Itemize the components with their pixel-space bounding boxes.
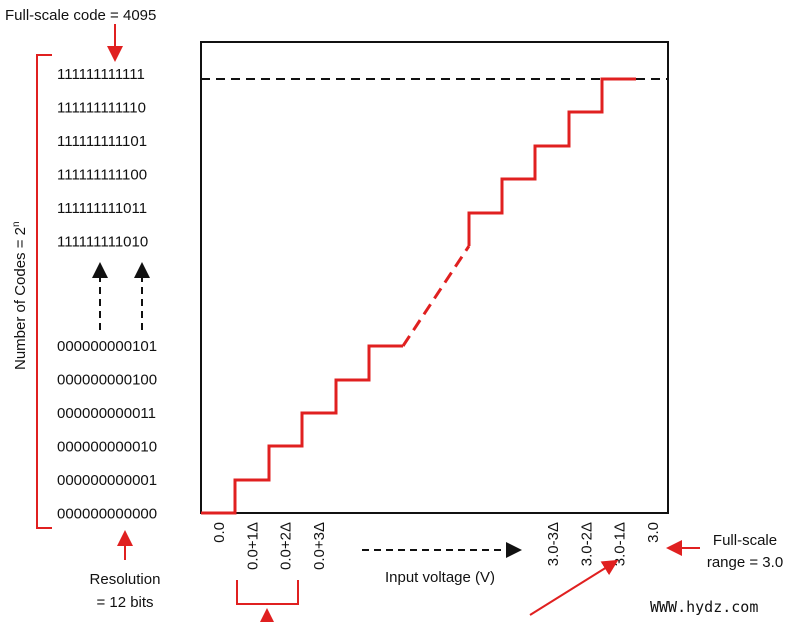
code-label: 111111111100 — [57, 166, 147, 183]
bracket — [236, 580, 299, 605]
code-label: 000000000010 — [57, 438, 157, 455]
title: Full-scale code = 4095 — [5, 7, 156, 24]
x-label: 0.0+1Δ — [244, 522, 261, 570]
range-line2: range = 3.0 — [707, 554, 783, 571]
staircase-gap — [401, 245, 471, 347]
x-axis-label: Input voltage (V) — [385, 569, 495, 586]
bracket — [36, 54, 52, 529]
code-label: 000000000001 — [57, 472, 157, 489]
plot-frame — [200, 41, 669, 514]
arrow — [529, 559, 619, 616]
code-label: 000000000100 — [57, 371, 157, 388]
range-line1: Full-scale — [713, 532, 777, 549]
x-label: 0.0+2Δ — [278, 522, 295, 570]
resolution-line1: Resolution — [90, 571, 161, 588]
watermark: WWW.hydz.com — [650, 598, 758, 616]
staircase-upper — [467, 77, 636, 246]
code-label: 000000000011 — [57, 405, 156, 422]
code-label: 111111111110 — [57, 99, 146, 116]
x-label: 3.0-1Δ — [612, 522, 629, 566]
resolution-line2: = 12 bits — [96, 594, 153, 611]
code-label: 111111111101 — [57, 133, 147, 150]
code-label: 111111111111 — [57, 66, 145, 83]
code-label: 111111111010 — [57, 233, 148, 250]
x-label: 3.0-2Δ — [578, 522, 595, 566]
x-label: 3.0-3Δ — [545, 522, 562, 566]
x-label: 0.0 — [211, 522, 228, 543]
x-label: 0.0+3Δ — [311, 522, 328, 570]
y-axis-label: Number of Codes = 2n — [11, 221, 29, 370]
code-label: 000000000101 — [57, 338, 157, 355]
code-label: 111111111011 — [57, 200, 147, 217]
x-labels: 0.0 0.0+1Δ 0.0+2Δ 0.0+3Δ 3.0-3Δ 3.0-2Δ 3.0-1Δ 3… — [211, 522, 662, 570]
staircase-lower — [201, 344, 403, 515]
code-label: 000000000000 — [57, 505, 157, 522]
code-labels: 111111111111 111111111110 111111111101 1111… — [57, 66, 157, 522]
x-label: 3.0 — [645, 522, 662, 543]
